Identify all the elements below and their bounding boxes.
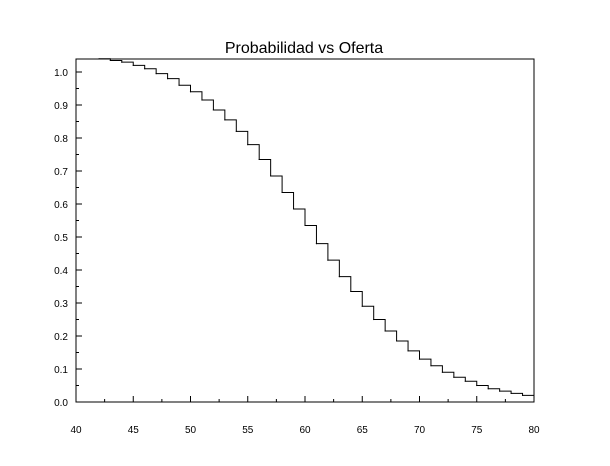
- data-point: [235, 130, 237, 132]
- data-point: [121, 61, 123, 63]
- data-point: [155, 73, 157, 75]
- y-tick-label: 0.5: [54, 233, 68, 244]
- data-point: [361, 305, 363, 307]
- data-point: [315, 243, 318, 245]
- x-tick-label: 65: [357, 425, 369, 436]
- chart-title: Probabilidad vs Oferta: [225, 40, 383, 57]
- data-point: [258, 158, 260, 161]
- y-tick-label: 0.9: [54, 101, 68, 112]
- y-axis: 0.0 0.1 0.2 0.3 0.4 0.5 0.6 0.7 0.8 0.9 1.0: [54, 68, 82, 409]
- data-point: [418, 358, 421, 360]
- data-point: [396, 340, 398, 342]
- x-tick-label: 50: [185, 425, 197, 436]
- y-tick-label: 0.2: [54, 332, 68, 343]
- data-point: [132, 64, 134, 66]
- data-point: [533, 396, 535, 398]
- data-point: [350, 290, 352, 293]
- x-tick-label: 55: [242, 425, 254, 436]
- data-point: [212, 109, 214, 111]
- data-point: [224, 119, 226, 121]
- x-tick-label: 75: [471, 425, 483, 436]
- data-point: [109, 59, 111, 62]
- x-tick-label: 60: [299, 425, 311, 436]
- x-tick-label: 80: [528, 425, 540, 436]
- x-tick-label: 40: [70, 425, 82, 436]
- data-point: [292, 208, 295, 210]
- x-tick-label: 70: [414, 425, 426, 436]
- data-point: [510, 392, 512, 395]
- y-tick-label: 0.3: [54, 299, 68, 310]
- data-point: [144, 68, 146, 70]
- data-point: [304, 224, 306, 227]
- x-axis: 40 45 50 55 60 65 70 75 80: [70, 396, 540, 436]
- data-point: [281, 191, 283, 194]
- y-tick-label: 0.6: [54, 200, 68, 211]
- data-point: [373, 318, 375, 321]
- data-point: [430, 365, 432, 367]
- y-tick-label: 0.1: [54, 365, 68, 376]
- data-point: [521, 394, 524, 396]
- data-point: [167, 78, 169, 80]
- data-point: [441, 371, 443, 373]
- data-point: [178, 84, 180, 86]
- data-point: [384, 330, 386, 332]
- data-point: [201, 99, 203, 101]
- y-tick-label: 0.4: [54, 266, 68, 277]
- data-point: [464, 380, 466, 382]
- y-tick-label: 0.0: [54, 398, 68, 409]
- series-group: [98, 58, 535, 398]
- data-point: [499, 390, 501, 392]
- data-point: [453, 376, 455, 378]
- data-point: [98, 58, 100, 60]
- data-point: [476, 384, 478, 387]
- data-point: [487, 388, 489, 390]
- y-tick-label: 1.0: [54, 68, 68, 79]
- x-tick-label: 45: [128, 425, 140, 436]
- data-point: [327, 259, 329, 261]
- data-point: [247, 144, 249, 146]
- plot-frame: [75, 58, 535, 403]
- series-line: [98, 58, 535, 398]
- y-tick-label: 0.7: [54, 167, 68, 178]
- data-point: [270, 175, 272, 177]
- data-point: [407, 350, 409, 352]
- data-point: [189, 91, 192, 93]
- data-point: [338, 276, 340, 278]
- y-tick-label: 0.8: [54, 134, 68, 145]
